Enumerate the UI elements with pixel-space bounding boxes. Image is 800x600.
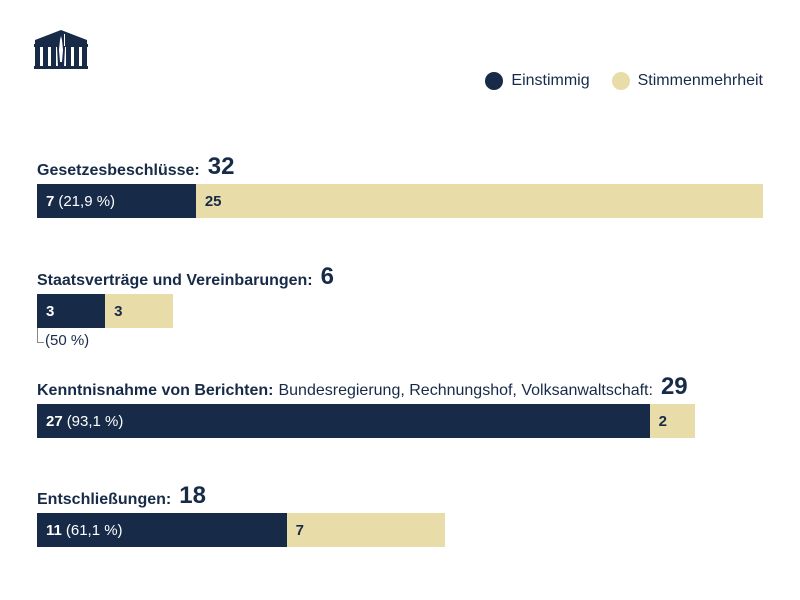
category-total: 6 (320, 263, 334, 290)
value-label: 3 (114, 302, 123, 320)
category-total: 18 (179, 482, 206, 509)
bar: 27 (93,1 %) 2 (37, 404, 695, 438)
value-label: 27 (46, 412, 63, 430)
percent-label: (93,1 %) (66, 412, 124, 430)
percent-label: (21,9 %) (58, 192, 116, 210)
bar: 7 (21,9 %) 25 (37, 184, 763, 218)
category-total: 32 (207, 153, 235, 180)
value-label: 7 (295, 521, 304, 539)
category-label: Kenntnisnahme von Berichten: (37, 382, 274, 399)
legend-label: Einstimmig (511, 72, 590, 89)
category-total: 29 (660, 373, 688, 400)
legend: Einstimmig Stimmenmehrheit (485, 72, 763, 90)
bar-segment-stimmenmehrheit: 2 (649, 404, 695, 438)
bar-segment-stimmenmehrheit: 3 (105, 294, 174, 328)
category-label: Entschließungen: (37, 491, 172, 508)
legend-swatch (611, 72, 630, 90)
bar-segment-einstimmig: 27 (93,1 %) (37, 404, 650, 438)
bar-segment-einstimmig: 3 (37, 294, 106, 328)
parliament-logo-icon (33, 28, 89, 75)
value-label: 25 (204, 192, 222, 210)
bar: 11 (61,1 %) 7 (37, 513, 446, 547)
legend-item-einstimmig: Einstimmig (485, 72, 590, 90)
value-label: 11 (46, 521, 62, 539)
percent-label: (50 %) (45, 332, 90, 349)
category-sublabel: Bundesregierung, Rechnungshof, Volksanwa… (278, 382, 653, 399)
legend-swatch (485, 72, 504, 90)
legend-item-stimmenmehrheit: Stimmenmehrheit (611, 72, 763, 90)
bar-group: Entschließungen: 18 11 (61,1 %) 7 (37, 481, 446, 547)
value-label: 3 (46, 302, 55, 320)
category-label: Gesetzesbeschlüsse: (37, 162, 200, 179)
annotation-bracket (37, 328, 44, 343)
percent-label: (61,1 %) (65, 521, 123, 539)
bar-segment-einstimmig: 7 (21,9 %) (37, 184, 196, 218)
bar-segment-stimmenmehrheit: 7 (286, 513, 446, 547)
bar-segment-einstimmig: 11 (61,1 %) (37, 513, 287, 547)
legend-label: Stimmenmehrheit (637, 72, 763, 89)
category-title: Gesetzesbeschlüsse: 32 (37, 152, 234, 180)
value-label: 2 (658, 412, 667, 430)
category-title: Kenntnisnahme von Berichten: Bundesregier… (37, 372, 688, 400)
bar-group: Staatsverträge und Vereinbarungen: 6 3 3 (50… (37, 262, 334, 349)
bar-group: Gesetzesbeschlüsse: 32 7 (21,9 %) 25 (37, 152, 763, 218)
category-title: Staatsverträge und Vereinbarungen: 6 (37, 262, 334, 290)
bar-segment-stimmenmehrheit: 25 (195, 184, 763, 218)
bar-group: Kenntnisnahme von Berichten: Bundesregier… (37, 372, 695, 438)
category-label: Staatsverträge und Vereinbarungen: (37, 272, 313, 289)
value-label: 7 (46, 192, 55, 210)
category-title: Entschließungen: 18 (37, 481, 206, 509)
